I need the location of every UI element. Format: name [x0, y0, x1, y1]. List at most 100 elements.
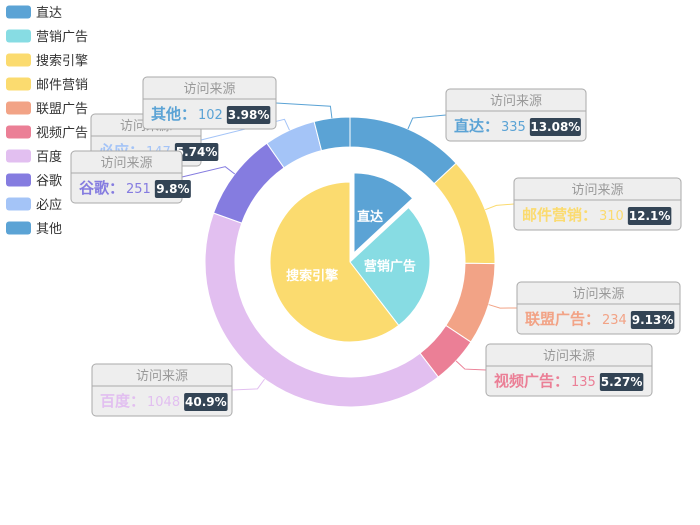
slice-percent-label: 13.08%: [530, 120, 580, 134]
slice-name-label: 直达：: [454, 117, 499, 135]
legend-swatch: [6, 77, 31, 91]
slice-name-label: 视频广告：: [494, 372, 569, 390]
legend-item[interactable]: 谷歌: [6, 173, 62, 190]
legend-label: 搜索引擎: [36, 54, 88, 69]
legend-item[interactable]: 搜索引擎: [6, 53, 88, 70]
slice-name-label: 联盟广告：: [525, 310, 600, 328]
inner-slice-label: 搜索引擎: [286, 268, 338, 284]
slice-value-label: 251: [126, 182, 151, 197]
outer-slice-e982aee4bbb6e890a5e99480[interactable]: [433, 162, 496, 265]
slice-name-label: 谷歌：: [79, 179, 124, 197]
legend-swatch: [6, 173, 31, 187]
inner-slice-e6909ce7b4a2e5bc95e6938e[interactable]: [269, 181, 400, 343]
label-box-content: 百度： 1048: [100, 392, 180, 410]
percent-badge: [184, 393, 228, 411]
inner-slice-e890a5e99480e5b9bfe5918a[interactable]: [349, 206, 431, 327]
legend-swatch: [6, 5, 31, 19]
legend-label: 直达: [36, 6, 62, 21]
slice-percent-label: 12.1%: [629, 209, 671, 223]
percent-badge: [630, 311, 675, 329]
slice-value-label: 335: [501, 120, 526, 135]
legend-label: 营销广告: [36, 30, 88, 45]
legend-swatch: [6, 149, 31, 163]
legend-label: 百度: [36, 149, 62, 165]
label-box-title: 访问来源: [100, 156, 152, 171]
leader-line: [407, 114, 447, 130]
legend-swatch: [6, 53, 31, 67]
label-box-title: 访问来源: [183, 82, 235, 97]
legend-item[interactable]: 其他: [6, 221, 62, 238]
label-box-content: 视频广告： 135: [494, 372, 596, 390]
slice-name-label: 其他：: [151, 105, 196, 123]
leader-line: [488, 304, 518, 309]
legend-label: 联盟广告: [36, 102, 88, 117]
percent-badge: [154, 180, 191, 198]
legend-swatch: [6, 221, 31, 235]
legend-label: 其他: [36, 222, 62, 237]
label-box-content: 其他： 102: [151, 105, 223, 123]
percent-badge: [174, 143, 219, 161]
legend-swatch: [6, 197, 31, 211]
leader-line: [485, 203, 515, 211]
legend-swatch: [6, 101, 31, 115]
slice-percent-label: 3.98%: [228, 108, 270, 122]
slice-value-label: 102: [198, 108, 223, 123]
label-box-title: 访问来源: [572, 287, 624, 302]
outer-slice-e8b0b7e6ad8c[interactable]: [212, 142, 285, 224]
label-box-bg: [70, 150, 183, 204]
legend-item[interactable]: 直达: [6, 5, 62, 22]
legend-label: 谷歌: [36, 174, 62, 189]
legend-label: 视频广告: [36, 126, 88, 141]
leader-line: [200, 118, 290, 141]
percent-badge: [529, 118, 581, 136]
leader-line: [181, 166, 236, 178]
legend-label: 邮件营销: [36, 78, 88, 93]
leader-line: [275, 102, 333, 119]
leader-line: [455, 360, 487, 371]
slice-name-label: 百度：: [100, 392, 145, 410]
slice-value-label: 1048: [147, 395, 180, 410]
label-box-content: 直达： 335: [454, 117, 526, 135]
slice-percent-label: 9.8%: [156, 182, 189, 196]
label-box-content: 邮件营销： 310: [522, 206, 624, 224]
slice-name-label: 邮件营销：: [522, 206, 597, 224]
percent-badge: [226, 106, 271, 124]
outer-slice-e585b6e4bb96[interactable]: [313, 116, 351, 152]
label-box-title: 访问来源: [543, 349, 595, 364]
leader-line: [231, 378, 265, 391]
label-box-title: 访问来源: [490, 94, 542, 109]
label-box-title: 访问来源: [136, 369, 188, 384]
outer-donut-ring: [204, 116, 496, 408]
percent-badge: [599, 373, 644, 391]
inner-slice-label: 营销广告: [364, 258, 416, 274]
percent-badge: [627, 207, 672, 225]
slice-value-label: 135: [571, 375, 596, 390]
legend-item[interactable]: 百度: [6, 149, 62, 165]
legend-item[interactable]: 联盟广告: [6, 101, 88, 118]
slice-percent-label: 40.9%: [185, 395, 227, 409]
slice-percent-label: 5.74%: [176, 145, 218, 159]
inner-slice-label: 直达: [357, 209, 383, 225]
inner-slice-e79bb4e8bebe[interactable]: [353, 172, 414, 254]
slice-value-label: 234: [602, 313, 627, 328]
legend-item[interactable]: 视频广告: [6, 125, 88, 142]
legend-item[interactable]: 必应: [6, 197, 62, 213]
legend-swatch: [6, 29, 31, 43]
slice-percent-label: 5.27%: [601, 375, 643, 389]
legend-item[interactable]: 邮件营销: [6, 77, 88, 94]
legend-swatch: [6, 125, 31, 139]
legend-item[interactable]: 营销广告: [6, 29, 88, 46]
slice-percent-label: 9.13%: [632, 313, 674, 327]
label-box-content: 联盟广告： 234: [525, 310, 627, 328]
label-box-title: 访问来源: [571, 183, 623, 198]
outer-label-boxes: 访问来源百度：104840.9%访问来源必应：1475.74%访问来源谷歌：25…: [70, 76, 682, 417]
